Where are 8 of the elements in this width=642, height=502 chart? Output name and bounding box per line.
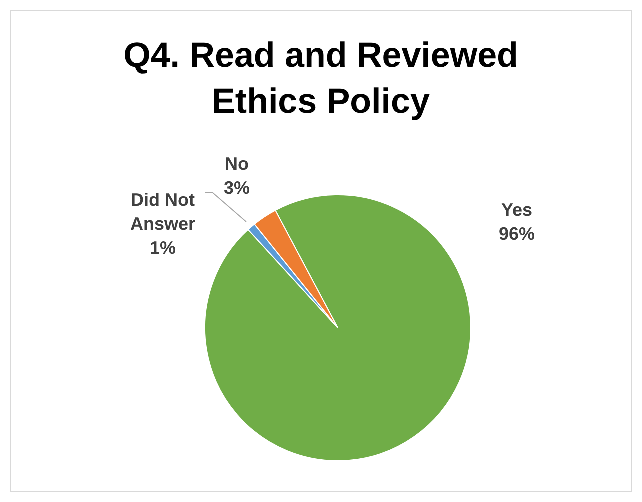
data-label: 3% [224, 178, 250, 198]
slice-label: Did Not Answer [130, 190, 196, 234]
slice-label: Yes [501, 200, 533, 220]
slice-label: No [225, 154, 249, 174]
chart-title: Q4. Read and Reviewed Ethics Policy [122, 35, 520, 123]
pie-slice [204, 194, 472, 462]
data-label: 96% [498, 224, 536, 244]
data-label: 1% [150, 238, 176, 258]
